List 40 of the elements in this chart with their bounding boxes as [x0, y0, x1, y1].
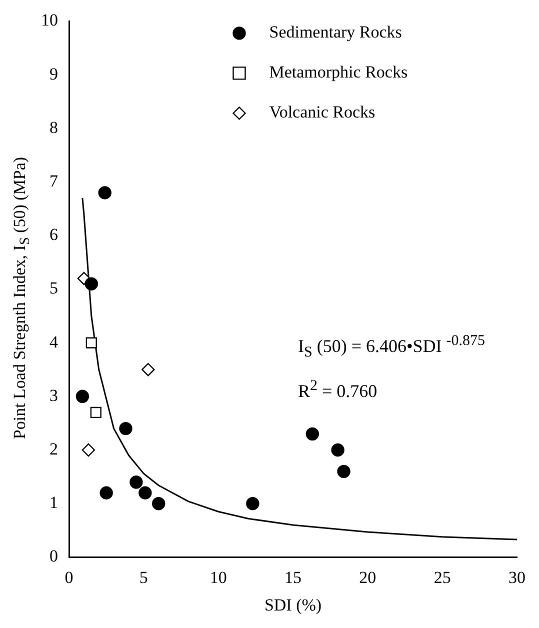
x-tick-label: 25 [434, 568, 451, 587]
point [138, 486, 152, 500]
y-tick-label: 7 [50, 171, 58, 190]
point [100, 486, 113, 500]
y-tick-label: 4 [50, 332, 58, 352]
x-tick-label: 15 [284, 568, 302, 587]
x-tick-label: 5 [139, 568, 148, 587]
y-tick-label: 8 [50, 118, 58, 137]
y-tick-label: 2 [50, 439, 58, 458]
y-tick-label: 0 [50, 546, 58, 566]
x-axis-title: SDI (%) [264, 595, 322, 614]
point [98, 186, 112, 200]
point [90, 406, 102, 418]
y-tick-label: 9 [50, 64, 58, 84]
y-tick-label: 6 [50, 225, 58, 244]
point [84, 277, 98, 290]
x-tick-label: 30 [508, 568, 526, 587]
legend-label: Sedimentary Rocks [269, 22, 402, 42]
legend-label: Volcanic Rocks [269, 102, 376, 122]
point [142, 363, 155, 376]
y-tick-label: 1 [50, 493, 58, 512]
point [76, 390, 90, 403]
legend-label: Metamorphic Rocks [269, 62, 408, 82]
point [306, 427, 320, 441]
point [337, 464, 350, 478]
point [246, 497, 260, 510]
y-tick-label: 5 [50, 278, 58, 298]
y-tick-label: 3 [50, 386, 58, 405]
point [82, 443, 96, 457]
annotation: I$_{S}$ (50) = 6.406•SDI $^{-0.875}$ [298, 333, 486, 362]
x-tick-label: 10 [210, 568, 227, 587]
point [119, 422, 132, 436]
point [86, 337, 97, 348]
annotation: R$^{2}$ = 0.760 [298, 378, 378, 402]
x-tick-label: 0 [64, 568, 74, 587]
point [331, 443, 344, 457]
x-tick-label: 20 [359, 568, 376, 587]
point [152, 497, 166, 510]
y-tick-label: 10 [41, 10, 58, 30]
point [130, 476, 143, 489]
